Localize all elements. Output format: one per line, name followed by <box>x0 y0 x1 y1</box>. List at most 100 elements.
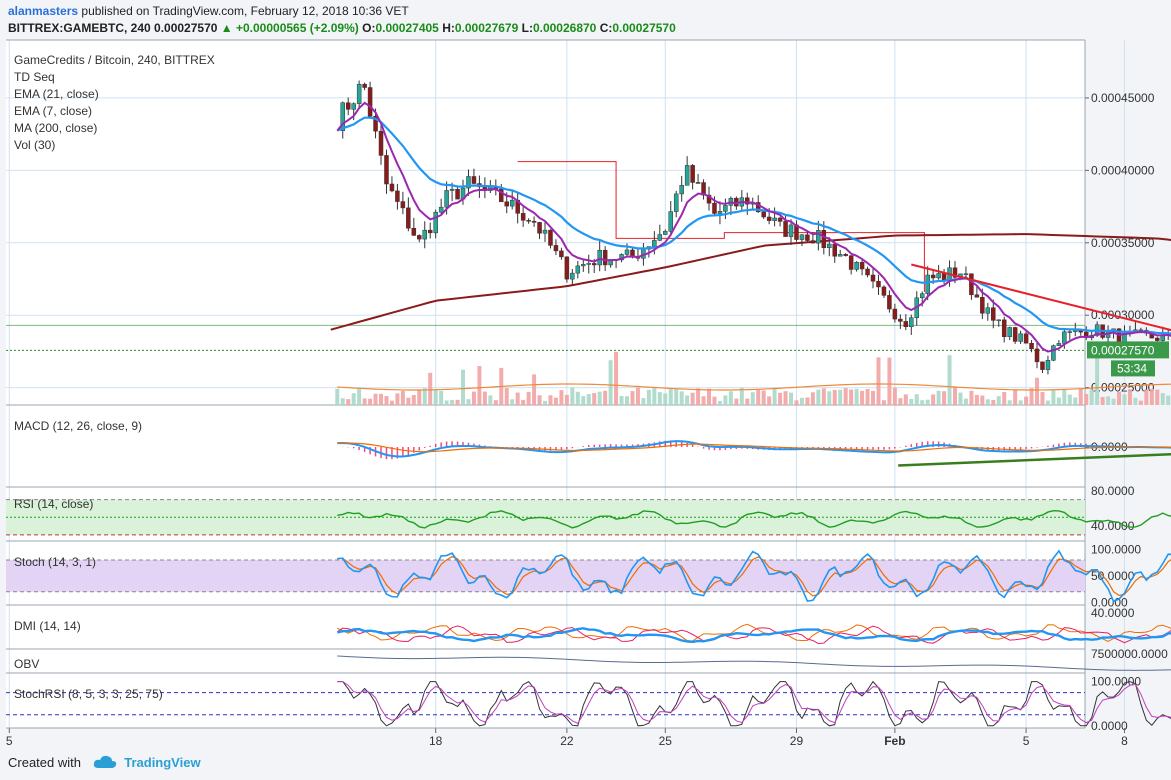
candle-body <box>898 318 903 322</box>
volume-bar <box>1051 390 1056 405</box>
candle-body <box>1045 359 1051 370</box>
volume-bar <box>592 393 597 405</box>
candle-body <box>892 308 898 320</box>
volume-bar <box>838 389 843 405</box>
volume-bar <box>1078 388 1083 405</box>
candle-body <box>400 201 406 209</box>
volume-bar <box>471 391 476 405</box>
candle-body <box>340 102 345 131</box>
candle-body <box>526 220 531 222</box>
dmi-minus-line <box>337 625 1171 645</box>
volume-bar <box>1155 389 1160 405</box>
candle-body <box>799 234 805 240</box>
volume-bar <box>1111 398 1116 405</box>
volume-bar <box>783 391 788 405</box>
volume-bar <box>455 399 460 405</box>
volume-bar <box>854 388 859 405</box>
volume-bar <box>526 391 531 405</box>
volume-bar <box>1095 355 1100 405</box>
created-with-text: Created with <box>8 755 81 770</box>
volume-bar <box>958 392 963 405</box>
volume-bar <box>619 395 624 405</box>
volume-bar <box>778 392 783 405</box>
tradingview-brand-link[interactable]: TradingView <box>124 755 201 770</box>
rsi-band-fill <box>6 499 1085 535</box>
footer: Created with TradingView <box>8 755 201 770</box>
open-value: 0.00027405 <box>375 21 439 35</box>
candle-body <box>876 280 881 288</box>
ema21-line <box>336 116 1171 335</box>
volume-bar <box>767 396 772 405</box>
volume-bar <box>362 398 367 405</box>
candle-body <box>581 264 586 267</box>
candle-body <box>673 193 679 212</box>
candle-body <box>1155 337 1160 341</box>
red-trendline <box>911 263 1171 332</box>
candle-body <box>963 273 969 275</box>
candle-body <box>384 155 389 185</box>
volume-bar <box>395 393 400 405</box>
volume-bar <box>947 355 952 405</box>
candle-body <box>755 202 761 213</box>
volume-bar <box>368 398 373 405</box>
volume-bar <box>942 391 947 405</box>
volume-bar <box>1073 397 1078 405</box>
volume-bar <box>789 392 794 405</box>
volume-bar <box>1045 400 1050 405</box>
volume-bar <box>1122 394 1127 405</box>
volume-bar <box>761 390 766 405</box>
volume-bar <box>1084 394 1089 405</box>
volume-bar <box>581 396 586 405</box>
candle-body <box>1056 343 1062 346</box>
candle-body <box>422 229 427 240</box>
stoch-k-line <box>337 549 1171 603</box>
candles <box>340 80 1171 375</box>
stochrsi-d-line <box>337 681 1171 724</box>
candle-body <box>1051 345 1056 361</box>
candle-body <box>810 240 816 244</box>
last-price-badge <box>1087 341 1169 359</box>
candle-body <box>499 188 504 203</box>
volume-bar <box>1056 397 1061 405</box>
macd-signal-line <box>337 442 1171 453</box>
x-tick-label: Feb <box>884 734 905 748</box>
volume-bar <box>898 398 903 405</box>
candle-body <box>816 230 821 244</box>
author-link[interactable]: alanmasters <box>8 4 79 18</box>
candle-body <box>821 230 827 248</box>
price-tick-label: 0.00025000 <box>1091 381 1155 395</box>
price-value: 0.00027570 <box>154 21 218 35</box>
candle-body <box>1007 327 1012 337</box>
volume-bar <box>543 400 548 405</box>
volume-bar <box>1007 400 1012 405</box>
candle-body <box>433 211 438 234</box>
candle-body <box>679 185 684 195</box>
candle-body <box>389 183 395 192</box>
candle-body <box>362 83 367 88</box>
price-tick-label: 0.00030000 <box>1091 308 1155 322</box>
obv-tick-label: 7500000.0000 <box>1091 647 1168 661</box>
volume-bar <box>444 400 449 405</box>
volume-bar <box>969 390 974 405</box>
change-value: ▲ +0.00000565 (+2.09%) <box>220 21 359 35</box>
volume-bar <box>707 388 712 405</box>
stoch-d-line <box>337 555 1171 597</box>
candle-body <box>887 295 892 310</box>
volume-bar <box>1133 397 1138 405</box>
volume-bar <box>1138 400 1143 405</box>
volume-bar <box>630 391 635 405</box>
volume-bar <box>723 395 728 405</box>
open-label: O: <box>362 21 376 35</box>
volume-bar <box>466 399 471 405</box>
volume-bar <box>357 387 362 405</box>
volume-bar <box>745 398 750 405</box>
volume-bar <box>439 390 444 405</box>
volume-bar <box>482 391 487 405</box>
x-tick-label: 8 <box>1121 734 1128 748</box>
volume-bar <box>559 390 564 405</box>
x-tick-label: 18 <box>429 734 443 748</box>
volume-bar <box>614 351 619 405</box>
volume-bar <box>1117 391 1122 405</box>
